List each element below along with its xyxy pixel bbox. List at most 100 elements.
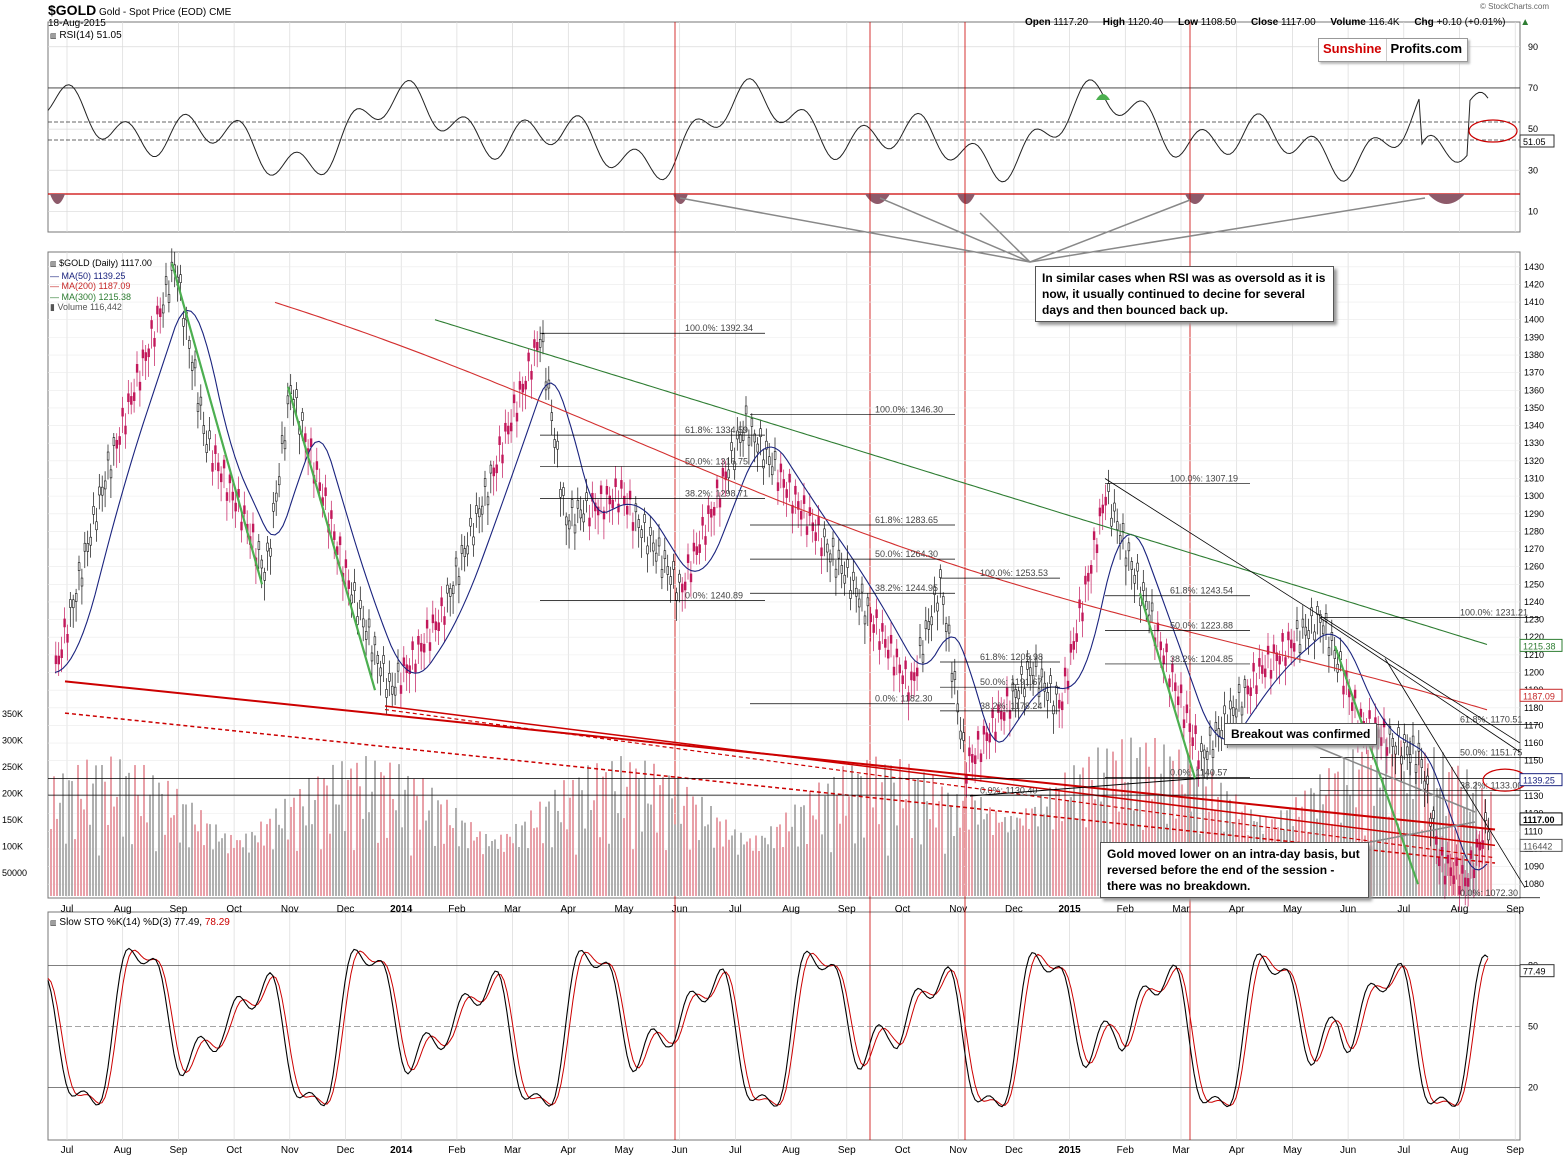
candle-body: [657, 537, 661, 547]
candle-body: [1377, 729, 1380, 739]
volume-bar: [926, 801, 928, 896]
candle-body: [83, 542, 87, 552]
candle-body: [840, 565, 844, 574]
price-tick-label: 1090: [1524, 862, 1544, 872]
volume-bar: [785, 812, 787, 896]
volume-bar: [1466, 769, 1468, 896]
x-tick-label-bottom: Aug: [782, 1145, 800, 1156]
volume-bar: [848, 796, 850, 896]
candle-body: [956, 703, 960, 713]
candle-body: [1272, 644, 1276, 653]
candle-body: [1307, 630, 1310, 639]
candle-body: [1235, 708, 1238, 718]
volume-bar: [395, 810, 397, 896]
candle-body: [1150, 602, 1154, 612]
candle-body: [892, 666, 896, 676]
volume-bar: [554, 789, 556, 896]
volume-bar: [620, 756, 622, 896]
candle-body: [257, 541, 261, 550]
volume-bar: [647, 803, 649, 896]
volume-bar: [767, 844, 769, 896]
candle-body: [712, 506, 716, 516]
legend-ma200: — MA(200) 1187.09: [50, 281, 131, 291]
volume-bar: [635, 768, 637, 896]
volume-bar: [1013, 829, 1015, 896]
candle-body: [147, 348, 150, 358]
candle-body: [675, 592, 678, 602]
volume-bar: [1358, 769, 1360, 896]
volume-bar: [854, 843, 856, 896]
chg-value: +0.10 (+0.01%): [1436, 17, 1506, 28]
volume-bar: [683, 805, 685, 896]
volume-bar: [605, 772, 607, 896]
volume-bar: [599, 837, 601, 896]
volume-bar: [1076, 819, 1078, 896]
volume-bar: [893, 782, 895, 896]
copyright: © StockCharts.com: [1480, 2, 1550, 11]
candle-body: [904, 660, 907, 670]
candle-body: [280, 435, 284, 444]
candle-body: [556, 440, 559, 450]
candle-body: [234, 502, 237, 512]
volume-bar: [275, 808, 277, 896]
candle-body: [707, 505, 710, 515]
candle-body: [1040, 668, 1044, 678]
candle-body: [1264, 668, 1267, 678]
volume-bar: [515, 823, 517, 896]
fib-level-label: 100.0%: 1253.53: [980, 568, 1048, 578]
candle-body: [463, 548, 466, 557]
black-resistance-line-3: [1384, 658, 1526, 888]
volume-bar: [638, 778, 640, 896]
volume-bar: [617, 813, 619, 896]
volume-bar: [737, 854, 739, 896]
candle-body: [530, 370, 533, 380]
volume-bar: [707, 824, 709, 896]
volume-bar: [80, 798, 82, 896]
candle-body: [106, 451, 110, 461]
volume-bar: [656, 832, 658, 896]
volume-bar: [422, 778, 424, 896]
volume-bar: [1394, 750, 1396, 896]
volume-bar: [137, 794, 139, 896]
volume-bar: [245, 833, 247, 896]
candle-body: [823, 528, 826, 538]
volume-bar: [650, 804, 652, 896]
candle-body: [1380, 737, 1383, 746]
candle-body: [437, 622, 440, 632]
volume-bar: [866, 759, 868, 896]
candle-body: [915, 667, 919, 677]
candle-body: [652, 542, 655, 552]
volume-bar: [182, 804, 184, 896]
volume-bar: [56, 818, 58, 896]
rsi-annotation: In similar cases when RSI was as oversol…: [1035, 266, 1334, 322]
candle-body: [898, 664, 902, 674]
legend-volume-text: Volume 116,442: [57, 302, 122, 312]
candle-body: [63, 618, 66, 628]
volume-bar: [1424, 752, 1426, 896]
candle-body: [370, 652, 374, 662]
volume-bar: [1427, 763, 1429, 896]
candle-body: [182, 318, 185, 327]
sto-value-tag-text: 77.49: [1523, 967, 1546, 977]
volume-bar: [701, 796, 703, 896]
volume-bar: [524, 821, 526, 896]
ticker-description: Gold - Spot Price (EOD): [99, 7, 207, 18]
volume-bar: [218, 841, 220, 896]
volume-bar: [203, 845, 205, 896]
candle-body: [933, 586, 936, 595]
candle-body: [973, 755, 977, 765]
volume-bar: [92, 783, 94, 896]
candle-body: [910, 671, 913, 681]
candle-body: [309, 438, 313, 448]
volume-bar: [944, 853, 946, 896]
rsi-note-pointer: [979, 212, 1031, 263]
volume-bar: [695, 804, 697, 896]
candle-body: [1002, 712, 1006, 721]
volume-bar: [959, 827, 961, 896]
red-support-line-2: [384, 705, 1496, 847]
fib-level-label: 50.0%: 1191.67: [980, 677, 1042, 687]
sto-panel-frame: [47, 911, 1521, 1141]
rsi-note-pointer: [1029, 199, 1191, 263]
volume-bar: [902, 808, 904, 896]
volume-bar: [677, 776, 679, 896]
